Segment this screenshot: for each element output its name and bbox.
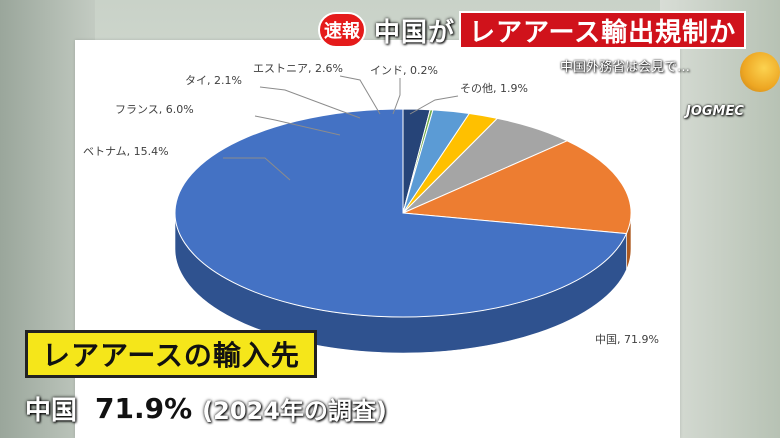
headline-text-2: レアアース輸出規制か: [459, 11, 747, 49]
data-label-6: その他, 1.9%: [460, 82, 528, 95]
headline-bar: 速報 中国が レアアース輸出規制か: [318, 11, 747, 49]
source-credit: JOGMEC: [686, 104, 744, 119]
leader-line-4: [339, 75, 381, 115]
data-label-0: 中国, 71.9%: [595, 333, 659, 346]
decorative-ball: [740, 52, 780, 92]
headline-text-1: 中国が: [374, 17, 456, 48]
data-label-1: ベトナム, 15.4%: [83, 145, 169, 158]
pie-slice-0: [174, 108, 628, 318]
pie-chart: 中国, 71.9% ベトナム, 15.4% フランス, 6.0% タイ, 2.1% エス…: [83, 62, 659, 354]
leader-line-1: [223, 157, 291, 181]
breaking-badge: 速報: [318, 12, 366, 48]
leader-line-3: [259, 86, 361, 119]
pie-slice-1: [401, 140, 632, 235]
data-label-4: エストニア, 2.6%: [253, 62, 343, 75]
stat-value: 71.9%: [89, 388, 199, 428]
leader-line-2: [254, 115, 341, 136]
leader-line-5: [392, 78, 401, 115]
chart-panel: 中国, 71.9% ベトナム, 15.4% フランス, 6.0% タイ, 2.1% エス…: [75, 40, 680, 438]
stat-note: (2024年の調査): [202, 396, 387, 425]
caption-box: レアアースの輸入先: [25, 330, 317, 378]
data-label-5: インド, 0.2%: [370, 64, 438, 77]
data-label-2: フランス, 6.0%: [115, 103, 194, 116]
data-label-3: タイ, 2.1%: [185, 74, 242, 87]
leader-line-6: [409, 95, 459, 115]
sub-headline: 中国外務省は会見で…: [560, 60, 691, 75]
stat-row: 中国 71.9% (2024年の調査): [25, 386, 387, 430]
stat-country: 中国: [25, 395, 78, 426]
